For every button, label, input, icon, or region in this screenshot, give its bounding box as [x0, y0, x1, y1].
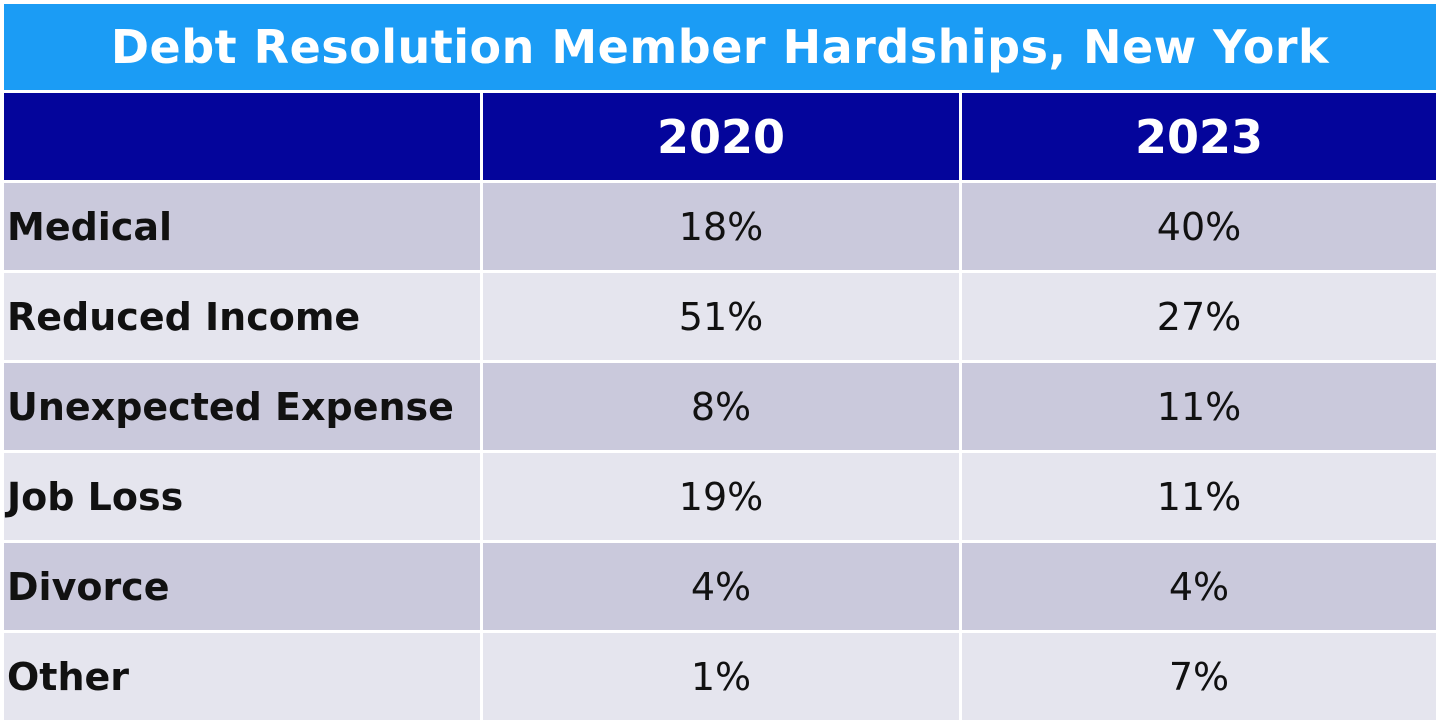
row-label: Reduced Income [4, 273, 480, 360]
value-2023: 40% [962, 183, 1436, 270]
value-2023: 4% [962, 543, 1436, 630]
value-2020: 18% [483, 183, 959, 270]
table-title: Debt Resolution Member Hardships, New Yo… [4, 4, 1436, 90]
value-2020: 8% [483, 363, 959, 450]
value-2023: 7% [962, 633, 1436, 720]
value-2020: 51% [483, 273, 959, 360]
header-2023: 2023 [962, 93, 1436, 180]
value-2023: 27% [962, 273, 1436, 360]
row-label: Unexpected Expense [4, 363, 480, 450]
value-2023: 11% [962, 363, 1436, 450]
value-2020: 1% [483, 633, 959, 720]
value-2020: 4% [483, 543, 959, 630]
header-2020: 2020 [483, 93, 959, 180]
row-label: Job Loss [4, 453, 480, 540]
row-label: Medical [4, 183, 480, 270]
table-grid: 2020 2023 Medical 18% 40% Reduced Income… [4, 93, 1436, 720]
row-label: Other [4, 633, 480, 720]
row-label: Divorce [4, 543, 480, 630]
value-2020: 19% [483, 453, 959, 540]
value-2023: 11% [962, 453, 1436, 540]
hardships-table: Debt Resolution Member Hardships, New Yo… [4, 4, 1436, 720]
header-empty-cell [4, 93, 480, 180]
